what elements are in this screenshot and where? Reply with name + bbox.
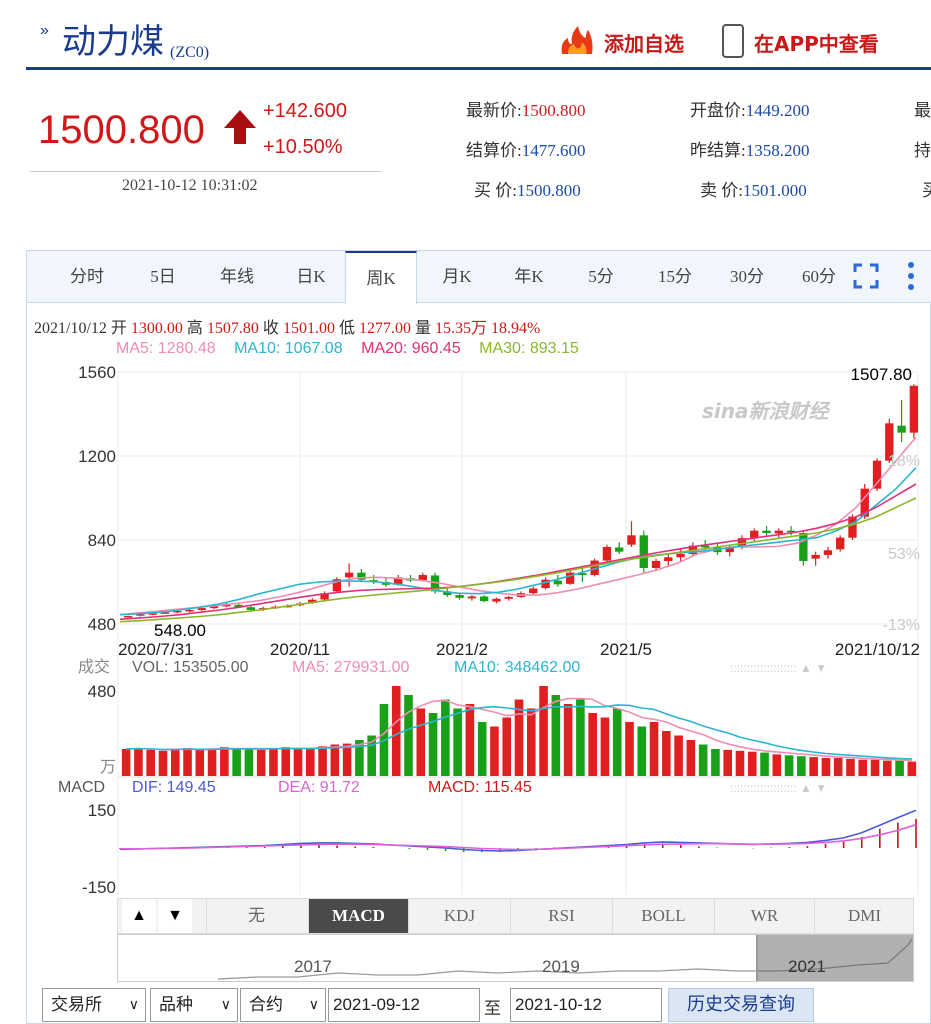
tab-monthly-k[interactable]: 月K xyxy=(442,267,472,286)
tab-intraday[interactable]: 分时 xyxy=(70,267,104,286)
indicator-dmi[interactable]: DMI xyxy=(814,899,914,933)
chevron-down-icon: ∨ xyxy=(128,997,139,1013)
quote-field: 买 xyxy=(922,181,931,200)
tab-weekly-k[interactable]: 周K xyxy=(345,251,417,304)
navigator-selection[interactable]: 2021 xyxy=(756,935,913,981)
header: » 动力煤 (ZC0) 添加自选 在APP中查看 xyxy=(26,0,931,70)
view-in-app-button[interactable]: 在APP中查看 xyxy=(754,32,879,56)
quote-field: 结算价:1477.600 xyxy=(466,141,586,160)
price-change: +142.600 xyxy=(263,100,347,122)
tab-yearly-k[interactable]: 年K xyxy=(514,267,544,286)
start-date-input[interactable]: 2021-09-12 xyxy=(328,988,480,1022)
ma-legend: MA5: 1280.48 MA10: 1067.08 MA20: 960.45 … xyxy=(116,340,593,358)
chart-panel: 分时 5日 年线 日K 周K 月K 年K 5分 15分 30分 60分 xyxy=(26,250,931,1024)
tab-30min[interactable]: 30分 xyxy=(730,267,764,286)
ma10-legend: MA10: 1067.08 xyxy=(234,340,343,357)
divider xyxy=(30,171,381,172)
exchange-select[interactable]: 交易所 ∨ xyxy=(42,988,146,1022)
ohlc-summary: 2021/10/12 开 1300.00 高 1507.80 收 1501.00… xyxy=(34,320,541,337)
page-title: 动力煤 xyxy=(62,22,164,62)
fire-icon[interactable] xyxy=(558,24,596,58)
history-query-button[interactable]: 历史交易查询 xyxy=(668,988,814,1022)
chevron-down-icon: ∨ xyxy=(308,997,319,1013)
quote-time: 2021-10-12 10:31:02 xyxy=(122,177,258,194)
to-label: 至 xyxy=(484,999,501,1018)
quote-field: 买 价:1500.800 xyxy=(474,181,581,200)
ma20-legend: MA20: 960.45 xyxy=(361,340,461,357)
scroll-up-icon[interactable]: ▲ xyxy=(122,899,156,933)
tab-year[interactable]: 年线 xyxy=(220,267,254,286)
quote-field: 最新价:1500.800 xyxy=(466,101,586,120)
navigator-sparkline xyxy=(217,938,913,980)
variety-select[interactable]: 品种 ∨ xyxy=(150,988,238,1022)
indicator-boll[interactable]: BOLL xyxy=(612,899,714,933)
indicator-kdj[interactable]: KDJ xyxy=(408,899,510,933)
chevron-down-icon: ∨ xyxy=(220,997,231,1013)
indicator-macd[interactable]: MACD xyxy=(308,899,408,933)
up-arrow-icon xyxy=(224,110,256,144)
tab-5day[interactable]: 5日 xyxy=(150,267,176,286)
period-tabs: 分时 5日 年线 日K 周K 月K 年K 5分 15分 30分 60分 xyxy=(27,251,931,304)
price-change-pct: +10.50% xyxy=(263,136,343,158)
quote-field: 卖 价:1501.000 xyxy=(700,181,807,200)
range-navigator[interactable]: 2017 2019 2021 xyxy=(117,934,914,982)
contract-code: (ZC0) xyxy=(170,44,210,61)
end-date-input[interactable]: 2021-10-12 xyxy=(510,988,662,1022)
add-watchlist-button[interactable]: 添加自选 xyxy=(604,32,684,56)
tab-15min[interactable]: 15分 xyxy=(658,267,692,286)
scroll-down-icon[interactable]: ▼ xyxy=(158,899,192,933)
indicator-wr[interactable]: WR xyxy=(714,899,814,933)
contract-select[interactable]: 合约 ∨ xyxy=(240,988,326,1022)
quote-field: 持 xyxy=(914,141,931,160)
double-chevron-icon: » xyxy=(40,22,49,39)
indicator-rsi[interactable]: RSI xyxy=(510,899,612,933)
indicator-none[interactable]: 无 xyxy=(206,899,306,933)
nav-year-label: 2017 xyxy=(294,957,332,976)
tab-60min[interactable]: 60分 xyxy=(802,267,836,286)
quote-field: 最 xyxy=(914,101,931,120)
quote-field: 开盘价:1449.200 xyxy=(690,101,810,120)
nav-year-label: 2021 xyxy=(788,957,826,976)
phone-icon[interactable] xyxy=(722,24,744,58)
ma5-legend: MA5: 1280.48 xyxy=(116,340,216,357)
fullscreen-icon[interactable] xyxy=(853,263,879,289)
nav-year-label: 2019 xyxy=(542,957,580,976)
tab-5min[interactable]: 5分 xyxy=(588,267,614,286)
last-price: 1500.800 xyxy=(38,108,205,152)
more-vertical-icon[interactable] xyxy=(907,261,915,291)
ma30-legend: MA30: 893.15 xyxy=(479,340,579,357)
quote-field: 昨结算:1358.200 xyxy=(690,141,810,160)
tab-daily-k[interactable]: 日K xyxy=(296,267,326,286)
indicator-bar: ▲ ▼ 无 MACD KDJ RSI BOLL WR DMI xyxy=(117,898,914,934)
